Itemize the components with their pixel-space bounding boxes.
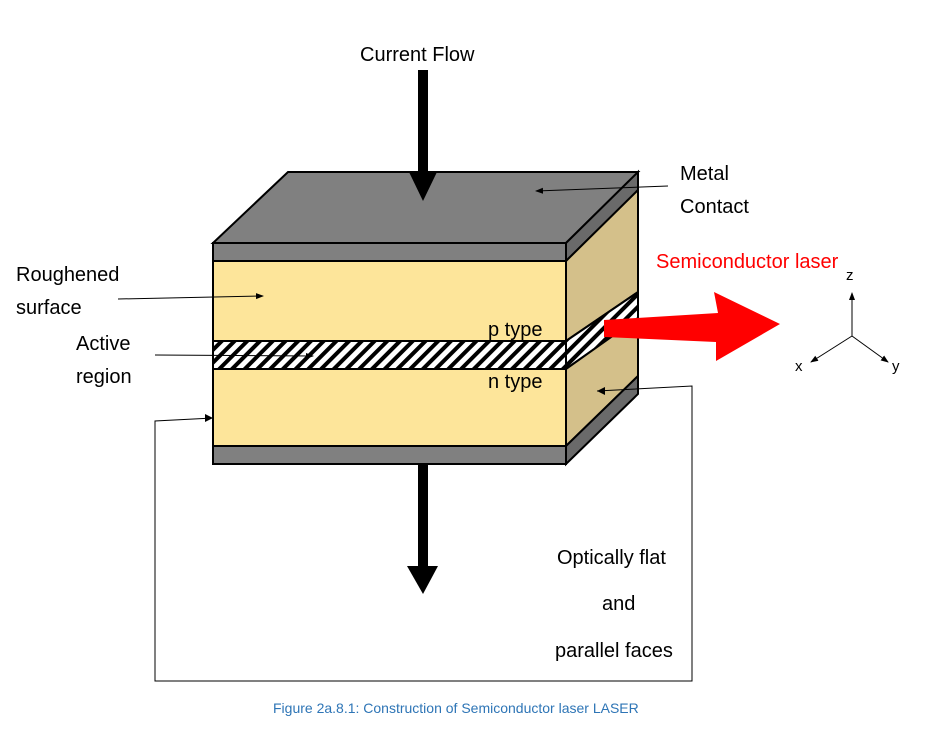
optical-faces-bracket [154,385,693,682]
optical-faces-label-line1: Optically flat [557,547,666,569]
roughened-surface-pointer [117,293,264,300]
active-region-label-line1: Active [76,333,130,355]
figure-caption: Figure 2a.8.1: Construction of Semicondu… [273,700,639,716]
axis-y-label: y [892,358,900,375]
metal-contact-pointer [535,185,669,194]
n-type-label: n type [488,371,542,393]
p-type-label: p type [488,319,542,341]
current-in-arrowhead [409,172,437,201]
metal-contact-bottom-front [212,445,567,465]
axis-x-label: x [795,358,803,375]
current-flow-label: Current Flow [360,44,475,66]
metal-contact-front [212,242,567,262]
current-out-arrowhead [407,566,438,594]
current-out-shaft [418,464,428,568]
axis-z-label: z [846,267,854,284]
p-layer-front [212,260,567,342]
metal-contact-bottom-side [565,373,639,467]
roughened-surface-label-line2: surface [16,297,82,319]
optical-faces-label-line2: and [602,593,635,615]
optical-faces-arrowhead-right [597,387,605,395]
optical-faces-label-line3: parallel faces [555,640,673,662]
laser-arrow-icon [604,292,780,361]
metal-contact-label-line2: Contact [680,196,749,218]
n-layer-front [212,368,567,447]
current-in-shaft [418,70,428,180]
roughened-surface-label-line1: Roughened [16,264,119,286]
active-region-front [212,340,567,370]
active-region-label-line2: region [76,366,132,388]
metal-contact-label-line1: Metal [680,163,729,185]
optical-faces-arrowhead-left [205,414,213,422]
semiconductor-laser-label: Semiconductor laser [656,251,839,273]
xyz-axes-icon [810,292,889,363]
active-region-pointer [154,352,314,359]
